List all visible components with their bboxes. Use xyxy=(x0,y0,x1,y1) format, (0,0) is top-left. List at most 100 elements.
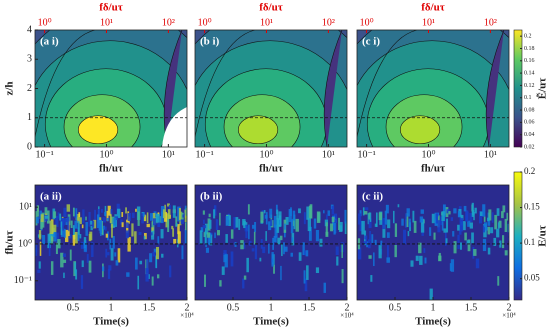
x-multiplier: ×10⁴ xyxy=(502,312,516,320)
spectrum-texture xyxy=(199,230,203,244)
spectrum-texture xyxy=(380,240,383,246)
spectrum-texture xyxy=(271,252,274,267)
spectrum-texture xyxy=(315,267,320,274)
spectrum-texture xyxy=(506,212,509,221)
x-axis-label: Time(s) xyxy=(415,316,451,328)
spectrum-texture xyxy=(184,229,187,244)
x-tick-label: 1 xyxy=(269,302,274,313)
spectrum-texture xyxy=(134,231,137,244)
spectrum-texture xyxy=(331,216,335,223)
spectrum-texture xyxy=(242,278,245,289)
colorbar-tick-label: 0.15 xyxy=(524,202,540,212)
spectrum-texture xyxy=(338,217,341,230)
spectrum-texture xyxy=(208,213,211,218)
spectrum-texture xyxy=(316,211,321,223)
x-axis-label: fh/uτ xyxy=(421,163,445,175)
spectrum-texture xyxy=(382,224,386,238)
spectrum-texture xyxy=(79,234,82,239)
spectrum-texture xyxy=(410,260,414,267)
spectrum-texture xyxy=(502,205,506,213)
spectrum-texture xyxy=(501,235,505,249)
spectrum-texture xyxy=(293,214,296,230)
spectrum-texture xyxy=(323,282,326,293)
spectrum-texture xyxy=(181,245,184,260)
spectrum-texture xyxy=(292,210,296,221)
spectrum-texture xyxy=(335,246,339,256)
spectrum-texture xyxy=(445,238,448,244)
spectrum-texture xyxy=(262,246,266,254)
spectrum-texture xyxy=(60,228,65,237)
panel-label: (b i) xyxy=(200,36,220,48)
spectrum-texture xyxy=(208,219,212,229)
x-axis-label: fh/uτ xyxy=(99,163,123,175)
spectrum-texture xyxy=(49,220,53,235)
spectrum-texture xyxy=(291,237,293,242)
x-multiplier: ×10⁴ xyxy=(180,312,194,320)
spectrum-texture xyxy=(248,224,250,240)
panel: (a i) 10⁻¹ 10⁰ 10¹ 10⁰ 10¹ 10² fδ/uτ 0 1 2 3 4 z/h fh/… xyxy=(4,2,188,175)
spectrum-texture xyxy=(74,220,78,229)
y-tick-label: 0 xyxy=(27,141,32,152)
spectrum-texture xyxy=(254,221,257,233)
spectrum-texture xyxy=(463,205,467,212)
spectrum-texture xyxy=(50,261,54,275)
spectrum-texture xyxy=(78,212,81,218)
spectrum-texture xyxy=(386,232,390,238)
colorbar-tick-label: 0.06 xyxy=(524,120,535,126)
spectrum-texture xyxy=(72,225,76,240)
spectrum-texture xyxy=(248,240,252,246)
spectrum-texture xyxy=(359,210,362,217)
spectrum-texture xyxy=(110,248,114,261)
x2-axis-label: fδ/uτ xyxy=(259,2,283,14)
spectrum-texture xyxy=(243,275,247,280)
y-axis-label: fh/uτ xyxy=(4,230,16,254)
spectrum-texture xyxy=(126,222,129,228)
spectrum-texture xyxy=(341,243,343,259)
spectrum-texture xyxy=(112,236,115,249)
spectrum-texture xyxy=(490,227,494,234)
spectrum-texture xyxy=(177,224,180,235)
spectrum-texture xyxy=(63,259,67,263)
panel: (b ii) 0.5 1 1.5 2 Time(s) ×10⁴ xyxy=(194,184,354,328)
spectrum-texture xyxy=(341,269,344,284)
spectrum-texture xyxy=(483,224,487,238)
spectrum-texture xyxy=(465,211,469,221)
spectrum-texture xyxy=(359,220,364,232)
spectrum-texture xyxy=(305,250,309,257)
spectrum-texture xyxy=(457,211,461,218)
colorbar-tick-label: 0.02 xyxy=(524,144,535,150)
spectrum-texture xyxy=(303,270,306,284)
spectrum-texture xyxy=(120,219,123,225)
spectrum-texture xyxy=(85,221,88,236)
spectrum-texture xyxy=(306,265,309,280)
x-tick-label: 10⁰ xyxy=(421,149,435,160)
spectrum-texture xyxy=(104,205,107,217)
y-tick-label: 10¹ xyxy=(19,201,32,212)
x-tick-label: 1.5 xyxy=(303,302,316,313)
panel-body xyxy=(35,185,187,300)
spectrum-texture xyxy=(436,213,438,224)
spectrum-texture xyxy=(423,248,426,253)
contour-band xyxy=(77,115,119,145)
spectrum-texture xyxy=(117,248,121,263)
spectrum-texture xyxy=(143,214,146,221)
spectrum-texture xyxy=(115,260,119,266)
spectrum-texture xyxy=(182,214,186,218)
spectrum-texture xyxy=(420,209,424,214)
spectrum-texture xyxy=(149,253,153,263)
spectrum-texture xyxy=(74,208,77,218)
x2-tick-label: 10⁰ xyxy=(198,17,212,28)
spectrum-texture xyxy=(50,230,54,245)
spectrum-texture xyxy=(473,249,477,256)
spectrum-texture xyxy=(405,213,407,229)
spectrum-texture xyxy=(80,241,84,249)
spectrum-texture xyxy=(204,223,209,235)
spectrum-texture xyxy=(405,213,409,228)
spectrum-texture xyxy=(493,237,497,246)
spectrum-texture xyxy=(213,205,217,216)
spectrum-texture xyxy=(180,219,184,224)
spectrum-texture xyxy=(469,213,473,222)
spectrum-texture xyxy=(205,247,210,253)
spectrum-texture xyxy=(238,218,241,230)
